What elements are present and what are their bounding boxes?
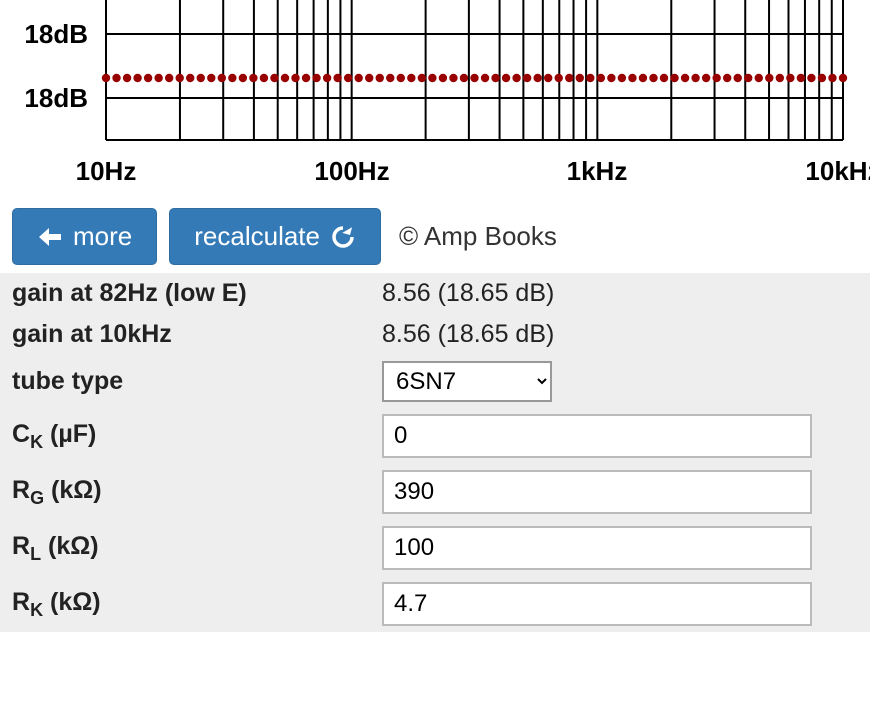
svg-text:18dB: 18dB <box>24 19 88 49</box>
label-rl: RL (kΩ) <box>0 520 370 576</box>
value-gain-lowe: 8.56 (18.65 dB) <box>370 273 870 314</box>
recalculate-button[interactable]: recalculate <box>169 208 381 265</box>
results-table: gain at 82Hz (low E) 8.56 (18.65 dB) gai… <box>0 273 870 632</box>
svg-text:10Hz: 10Hz <box>76 156 137 186</box>
tube-type-select[interactable]: 6SN7 <box>382 361 552 402</box>
label-gain-lowe: gain at 82Hz (low E) <box>0 273 370 314</box>
rl-input[interactable] <box>382 526 812 570</box>
more-button-label: more <box>73 221 132 252</box>
ck-input[interactable] <box>382 414 812 458</box>
svg-text:100Hz: 100Hz <box>314 156 389 186</box>
value-gain-10k: 8.56 (18.65 dB) <box>370 314 870 355</box>
svg-text:1kHz: 1kHz <box>567 156 628 186</box>
row-rg: RG (kΩ) <box>0 464 870 520</box>
more-button[interactable]: more <box>12 208 157 265</box>
row-gain-10k: gain at 10kHz 8.56 (18.65 dB) <box>0 314 870 355</box>
label-rg: RG (kΩ) <box>0 464 370 520</box>
svg-text:10kHz: 10kHz <box>805 156 870 186</box>
svg-text:18dB: 18dB <box>24 83 88 113</box>
refresh-icon <box>330 224 356 250</box>
label-gain-10k: gain at 10kHz <box>0 314 370 355</box>
label-ck: CK (µF) <box>0 408 370 464</box>
row-tube-type: tube type 6SN7 <box>0 355 870 408</box>
row-gain-lowe: gain at 82Hz (low E) 8.56 (18.65 dB) <box>0 273 870 314</box>
gain-chart: 18dB 18dB 10Hz 100Hz 1kHz 10kHz <box>0 0 870 200</box>
rg-input[interactable] <box>382 470 812 514</box>
copyright-text: © Amp Books <box>399 221 557 252</box>
arrow-left-icon <box>37 226 63 248</box>
row-rl: RL (kΩ) <box>0 520 870 576</box>
row-ck: CK (µF) <box>0 408 870 464</box>
label-tube-type: tube type <box>0 355 370 408</box>
controls-row: more recalculate © Amp Books <box>0 200 870 273</box>
recalculate-button-label: recalculate <box>194 221 320 252</box>
row-rk: RK (kΩ) <box>0 576 870 632</box>
label-rk: RK (kΩ) <box>0 576 370 632</box>
rk-input[interactable] <box>382 582 812 626</box>
